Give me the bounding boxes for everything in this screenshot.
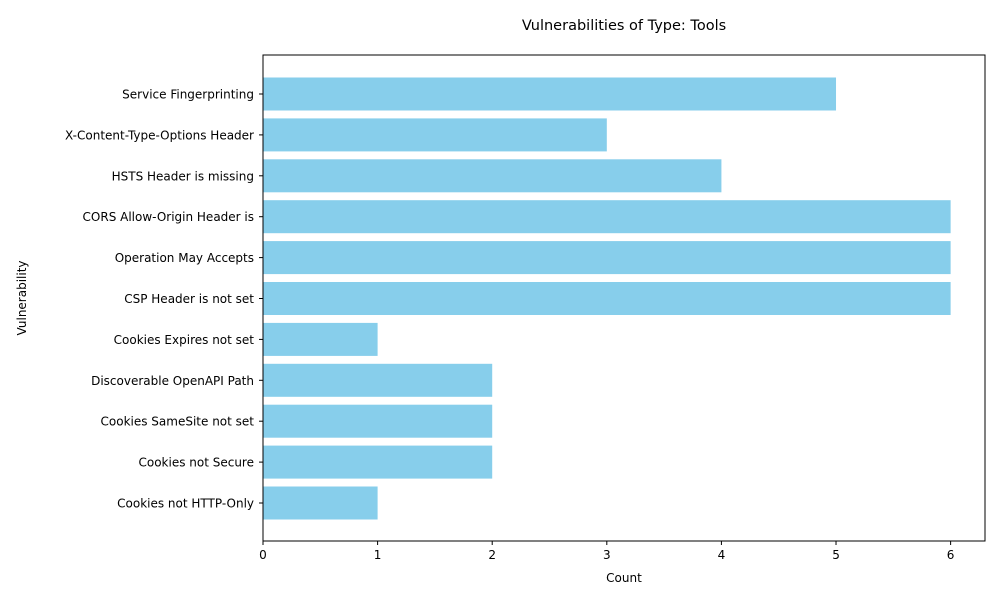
x-tick-label: 5 <box>832 548 840 562</box>
bar-3 <box>263 200 951 234</box>
y-tick-label: Cookies not Secure <box>138 456 254 470</box>
x-tick-label: 4 <box>718 548 726 562</box>
x-axis-ticks: 0 1 2 3 4 5 6 <box>259 541 954 562</box>
bar-5 <box>263 282 951 315</box>
y-tick-label: Cookies Expires not set <box>114 333 255 347</box>
y-axis-ticks: Service Fingerprinting X-Content-Type-Opt… <box>65 88 263 511</box>
bar-4 <box>263 241 951 275</box>
x-tick-label: 0 <box>259 548 267 562</box>
y-tick-label: Cookies not HTTP-Only <box>117 497 254 511</box>
y-tick-label: Service Fingerprinting <box>122 88 254 102</box>
y-tick-label: Operation May Accepts <box>115 251 254 265</box>
bars-group <box>263 77 951 520</box>
y-tick-label: Cookies SameSite not set <box>101 415 255 429</box>
bar-0 <box>263 77 837 111</box>
y-tick-label: Discoverable OpenAPI Path <box>91 374 254 388</box>
x-tick-label: 6 <box>947 548 955 562</box>
x-tick-label: 2 <box>488 548 496 562</box>
bar-9 <box>263 445 493 479</box>
bar-1 <box>263 118 607 152</box>
bar-2 <box>263 159 722 193</box>
bar-10 <box>263 486 378 520</box>
y-tick-label: CSP Header is not set <box>124 292 254 306</box>
y-tick-label: CORS Allow-Origin Header is <box>83 210 254 224</box>
y-tick-label: X-Content-Type-Options Header <box>65 128 254 142</box>
x-tick-label: 1 <box>374 548 382 562</box>
chart-title: Vulnerabilities of Type: Tools <box>522 18 726 34</box>
bar-6 <box>263 322 378 356</box>
bar-7 <box>263 363 493 397</box>
y-axis-label: Vulnerability <box>15 260 29 335</box>
y-tick-label: HSTS Header is missing <box>112 169 254 183</box>
x-axis-label: Count <box>606 571 642 585</box>
plot-frame <box>262 54 986 542</box>
bar-8 <box>263 404 493 438</box>
x-tick-label: 3 <box>603 548 611 562</box>
